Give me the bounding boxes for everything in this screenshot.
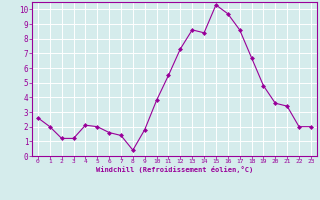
- X-axis label: Windchill (Refroidissement éolien,°C): Windchill (Refroidissement éolien,°C): [96, 166, 253, 173]
